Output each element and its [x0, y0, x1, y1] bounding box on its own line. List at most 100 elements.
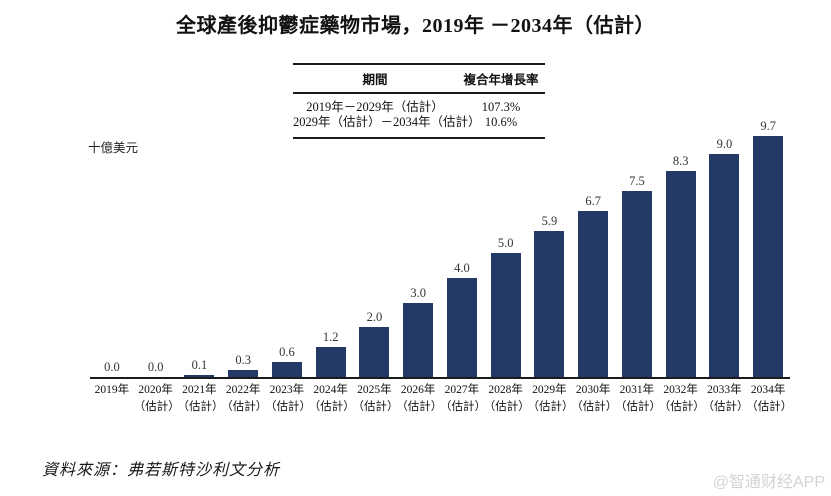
bar-value-label: 0.6	[279, 345, 295, 359]
bar	[709, 154, 740, 377]
cagr-table-body: 2019年－2029年（估計） 107.3% 2029年（估計）－2034年（估計）…	[293, 94, 545, 137]
chart-column: 3.0	[396, 286, 440, 377]
cagr-period-cell: 2029年（估計）－2034年（估計）	[293, 115, 481, 129]
x-axis-label-estimate: （估計）	[440, 400, 486, 413]
x-axis-label-estimate: （估計）	[396, 400, 443, 413]
bar	[359, 327, 390, 377]
x-axis-label-year: 2033年	[707, 384, 742, 396]
chart-column: 0.0	[134, 360, 178, 377]
x-axis-labels: 2019年 2020年 （估計） 2021年 （估計） 2022年 （估計） 2023年 （估計…	[90, 382, 793, 415]
x-axis-label-year: 2022年	[225, 384, 261, 396]
x-axis-label-year: 2032年	[663, 384, 698, 396]
x-axis-label-year: 2034年	[750, 384, 786, 396]
bar-value-label: 6.7	[585, 194, 601, 208]
bar-value-label: 0.1	[191, 358, 208, 372]
bar-value-label: 3.0	[410, 286, 426, 300]
cagr-rate-cell: 107.3%	[481, 100, 521, 114]
chart-column: 1.2	[309, 330, 353, 377]
x-axis-label: 2033年 （估計）	[702, 382, 749, 415]
x-axis-label: 2019年	[90, 382, 134, 415]
bar	[228, 370, 259, 377]
chart-column: 0.3	[221, 353, 265, 377]
bar	[753, 136, 784, 377]
x-axis-label: 2021年 （估計）	[177, 382, 224, 415]
x-axis-label-year: 2031年	[619, 384, 655, 396]
chart-column: 2.0	[353, 310, 397, 377]
cagr-table: 期間 複合年增長率 2019年－2029年（估計） 107.3% 2029年（估計）…	[293, 63, 545, 139]
watermark: @智通财经APP	[712, 474, 825, 491]
cagr-table-header: 期間 複合年增長率	[293, 65, 545, 94]
x-axis-label-estimate: （估計）	[265, 400, 311, 413]
x-axis-label: 2027年 （估計）	[440, 382, 486, 415]
x-axis-label-estimate: （估計）	[571, 400, 618, 413]
x-axis-label: 2024年 （估計）	[308, 382, 355, 415]
x-axis-label-estimate: （估計）	[483, 400, 530, 413]
bar-value-label: 9.0	[716, 137, 733, 151]
chart-column: 7.5	[615, 174, 659, 377]
x-axis-label: 2025年 （估計）	[352, 382, 399, 415]
x-axis-label: 2032年 （估計）	[658, 382, 705, 415]
cagr-rate-cell: 10.6%	[484, 115, 518, 129]
x-axis-label: 2030年 （估計）	[571, 382, 618, 415]
x-axis-label-year: 2029年	[532, 384, 567, 396]
x-axis-label-year: 2027年	[444, 384, 480, 396]
chart-column: 5.0	[484, 236, 528, 377]
x-axis-label-estimate: （估計）	[658, 400, 705, 413]
x-axis-label: 2026年 （估計）	[396, 382, 443, 415]
chart-column: 0.6	[265, 345, 309, 377]
bar	[271, 362, 302, 377]
x-axis-label: 2028年 （估計）	[483, 382, 530, 415]
x-axis-label-year: 2025年	[357, 384, 392, 396]
bar	[315, 347, 346, 377]
bar-value-label: 0.3	[235, 353, 251, 367]
source-note: 資料來源：弗若斯特沙利文分析	[42, 462, 281, 479]
chart-column: 4.0	[440, 261, 484, 377]
chart-column: 9.0	[703, 137, 747, 377]
bar-value-label: 1.2	[322, 330, 339, 344]
x-axis-label: 2029年 （估計）	[527, 382, 574, 415]
x-axis-label: 2020年 （估計）	[133, 382, 180, 415]
bar-value-label: 5.0	[497, 236, 514, 250]
bar-value-label: 4.0	[454, 261, 470, 275]
cagr-table-row: 2019年－2029年（估計） 107.3%	[293, 100, 545, 115]
cagr-period-cell: 2019年－2029年（估計）	[306, 100, 444, 114]
bar	[578, 211, 609, 377]
x-axis-label-year: 2024年	[313, 384, 348, 396]
bar	[403, 303, 434, 377]
bar	[446, 278, 477, 377]
bar-value-label: 5.9	[541, 214, 558, 228]
bar-value-label: 7.5	[629, 174, 645, 188]
chart-title: 全球產後抑鬱症藥物市場，2019年 －2034年（估計）	[176, 15, 655, 37]
x-axis-label-year: 2030年	[575, 384, 611, 396]
x-axis-label-estimate: （估計）	[527, 400, 574, 413]
chart-column: 9.7	[746, 119, 790, 377]
x-axis-label-year: 2026年	[400, 384, 436, 396]
bar-value-label: 8.3	[672, 154, 689, 168]
x-axis-label-year: 2021年	[182, 384, 217, 396]
chart-column: 5.9	[528, 214, 572, 377]
x-axis-label-year: 2028年	[488, 384, 523, 396]
bar	[184, 375, 215, 377]
x-axis-label-estimate: （估計）	[177, 400, 224, 413]
x-axis-label-estimate: （估計）	[702, 400, 749, 413]
chart-column: 8.3	[659, 154, 703, 377]
x-axis-label: 2023年 （估計）	[265, 382, 311, 415]
chart-column: 0.0	[90, 360, 134, 377]
bar-value-label: 2.0	[366, 310, 383, 324]
x-axis-label: 2022年 （估計）	[221, 382, 268, 415]
chart-column: 6.7	[571, 194, 615, 377]
bar	[534, 231, 565, 377]
x-axis-label-year: 2020年	[138, 384, 173, 396]
x-axis-label-year: 2023年	[269, 384, 305, 396]
bar	[490, 253, 521, 377]
x-axis-label: 2031年 （估計）	[615, 382, 661, 415]
x-axis-label-estimate: （估計）	[221, 400, 268, 413]
bar	[621, 191, 652, 377]
x-axis-label-estimate: （估計）	[308, 400, 355, 413]
y-axis-unit-label: 十億美元	[88, 141, 139, 155]
x-axis-label-estimate: （估計）	[746, 400, 793, 413]
x-axis-label-estimate: （估計）	[352, 400, 399, 413]
cagr-table-row: 2029年（估計）－2034年（估計） 10.6%	[293, 115, 545, 130]
x-axis-label-estimate: （估計）	[133, 400, 180, 413]
